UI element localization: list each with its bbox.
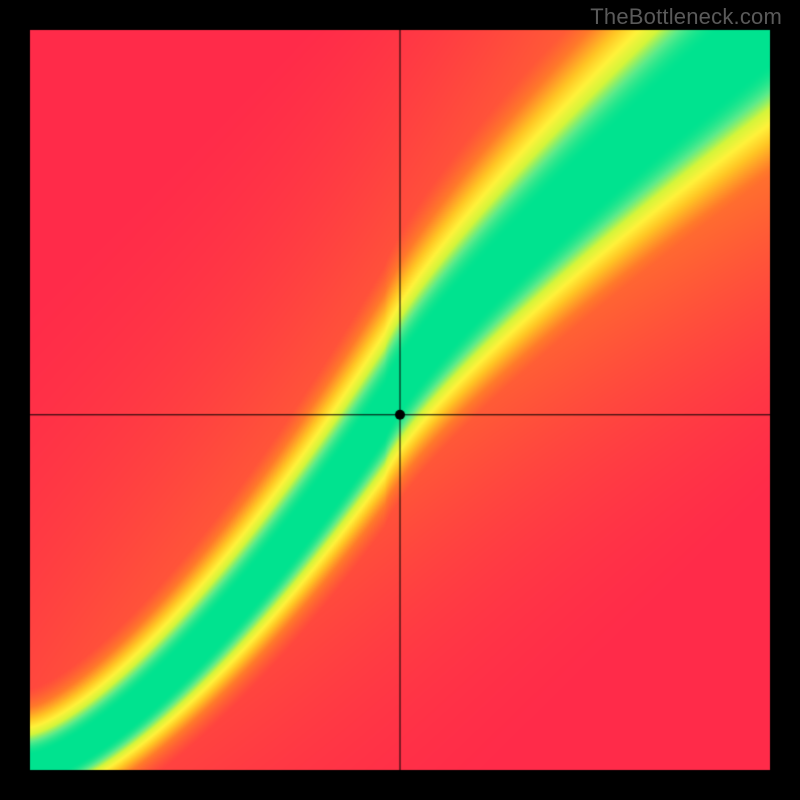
- watermark-text: TheBottleneck.com: [590, 4, 782, 30]
- bottleneck-heatmap: [0, 0, 800, 800]
